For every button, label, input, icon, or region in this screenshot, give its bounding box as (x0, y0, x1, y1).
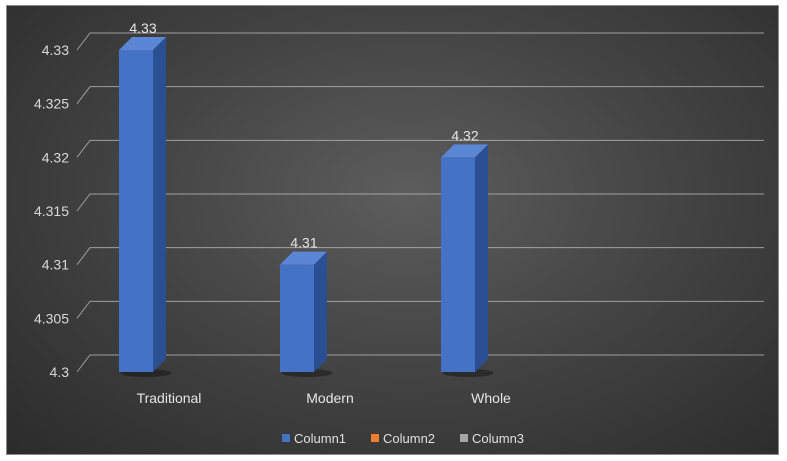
data-label: 4.33 (129, 20, 156, 36)
legend-label: Column2 (383, 431, 435, 446)
gridline (76, 32, 764, 51)
legend-label: Column3 (472, 431, 524, 446)
y-axis-ticks: 4.3 4.305 4.31 4.315 4.32 4.325 4.33 (34, 42, 69, 380)
y-tick-label: 4.325 (34, 96, 69, 112)
gridline (76, 139, 764, 158)
legend-entry: Column1 (282, 431, 346, 446)
bar-whole: 4.32 (441, 127, 494, 377)
gridline (76, 300, 764, 319)
legend-entry: Column2 (371, 431, 435, 446)
legend-label: Column1 (294, 431, 346, 446)
legend-swatch (371, 434, 379, 442)
gridlines (76, 32, 764, 373)
y-tick-label: 4.315 (34, 203, 69, 219)
y-tick-label: 4.305 (34, 310, 69, 326)
gridline (76, 247, 764, 265)
category-label: Modern (306, 390, 353, 406)
bar-side (314, 251, 327, 372)
legend-swatch (460, 434, 468, 442)
chart-area: 4.3 4.305 4.31 4.315 4.32 4.325 4.33 4.33 4.31 4… (6, 5, 779, 455)
gridline (76, 193, 764, 212)
x-axis-categories: Traditional Modern Whole (137, 390, 511, 406)
bar-traditional: 4.33 (119, 20, 172, 377)
bar-front (441, 157, 475, 372)
bar-front (280, 264, 314, 372)
y-tick-label: 4.3 (50, 364, 70, 380)
bar-front (119, 50, 153, 372)
y-tick-label: 4.31 (42, 257, 69, 273)
legend: Column1 Column2 Column3 (282, 431, 524, 446)
category-label: Traditional (137, 390, 202, 406)
legend-swatch (282, 434, 290, 442)
bar-top (119, 37, 166, 50)
y-tick-label: 4.32 (42, 149, 69, 165)
data-label: 4.32 (451, 127, 478, 143)
category-label: Whole (471, 390, 511, 406)
bar-side (475, 144, 488, 372)
legend-entry: Column3 (460, 431, 524, 446)
bar-top (280, 251, 327, 265)
bar-top (441, 144, 488, 158)
gridline (76, 86, 764, 104)
bar-side (153, 37, 166, 372)
y-tick-label: 4.33 (42, 42, 69, 58)
bar-modern: 4.31 (280, 235, 333, 377)
data-label: 4.31 (290, 235, 317, 251)
bars: 4.33 4.31 4.32 (119, 20, 494, 377)
gridline (76, 354, 764, 373)
